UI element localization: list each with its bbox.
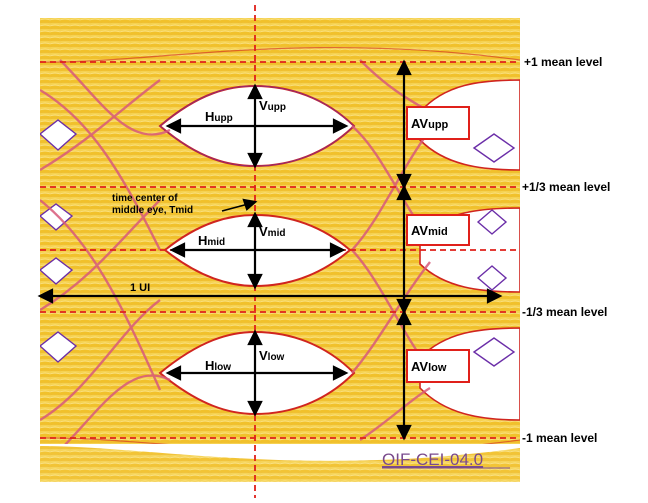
av-low-label: AVlow bbox=[411, 359, 447, 374]
level-minus1-label: -1 mean level bbox=[522, 431, 597, 445]
h-upp-label: Hupp bbox=[205, 109, 233, 124]
level-minus13-label: -1/3 mean level bbox=[522, 305, 607, 319]
ui-label: 1 UI bbox=[130, 282, 150, 294]
v-upp-label: Vupp bbox=[259, 98, 286, 113]
av-mid-label: AVmid bbox=[411, 223, 448, 238]
h-mid-label: Hmid bbox=[198, 233, 225, 248]
v-mid-label: Vmid bbox=[259, 224, 285, 239]
h-low-label: Hlow bbox=[205, 358, 231, 373]
av-upp-box bbox=[406, 106, 470, 140]
v-low-label: Vlow bbox=[259, 348, 285, 363]
av-mid-box bbox=[406, 214, 470, 246]
oif-watermark: OIF-CEI-04.0 bbox=[382, 450, 483, 469]
level-plus1-label: +1 mean level bbox=[524, 55, 602, 69]
tmid-label-line1: time center of bbox=[112, 193, 178, 204]
av-upp-label: AVupp bbox=[411, 116, 449, 131]
av-low-box bbox=[406, 349, 470, 383]
level-plus13-label: +1/3 mean level bbox=[522, 180, 610, 194]
tmid-label-line2: middle eye, Tmid bbox=[112, 205, 193, 216]
measurement-arrows bbox=[37, 59, 503, 441]
